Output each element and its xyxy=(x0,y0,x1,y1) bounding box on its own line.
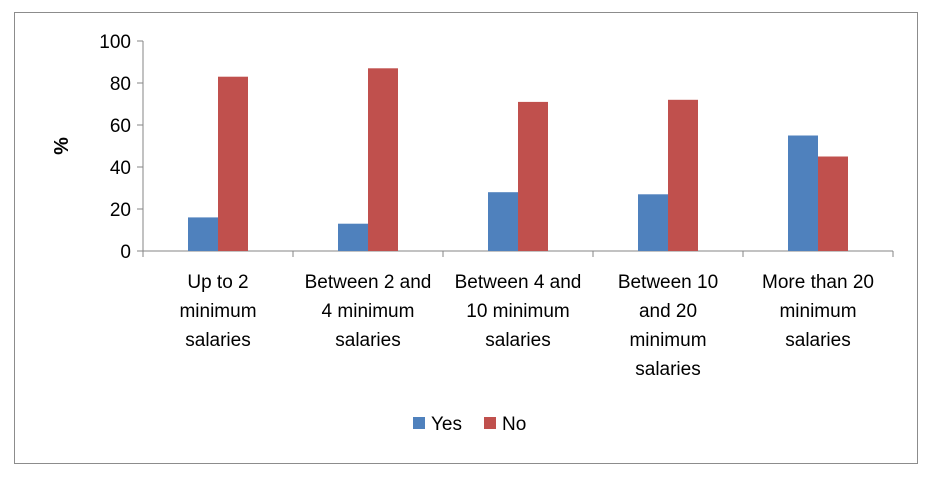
x-category-label: Between 2 and 4 minimum salaries xyxy=(305,272,432,351)
bar-no-4 xyxy=(668,99,698,251)
x-category-label: Between 10 and 20 minimum salaries xyxy=(618,272,718,380)
y-tick-label: 0 xyxy=(120,242,131,263)
legend-swatch-no xyxy=(484,417,496,429)
y-tick-label: 100 xyxy=(99,32,131,53)
y-tick-label: 80 xyxy=(110,74,131,95)
y-axis-label: % xyxy=(51,137,73,155)
bar-yes-2 xyxy=(338,223,368,251)
legend-swatch-yes xyxy=(413,417,425,429)
x-category-label: Up to 2 minimum salaries xyxy=(179,272,256,351)
bar-yes-5 xyxy=(788,135,818,251)
bar-yes-3 xyxy=(488,192,518,251)
bar-no-5 xyxy=(818,156,848,251)
bar-no-3 xyxy=(518,101,548,252)
chart-frame xyxy=(14,12,918,464)
legend-label-yes: Yes xyxy=(431,414,462,435)
x-category-label: Between 4 and 10 minimum salaries xyxy=(455,272,582,351)
y-tick-label: 40 xyxy=(110,158,131,179)
bar-no-2 xyxy=(368,68,398,251)
y-tick-label: 20 xyxy=(110,200,131,221)
legend-label-no: No xyxy=(502,414,526,435)
bar-no-1 xyxy=(218,76,248,251)
bar-yes-1 xyxy=(188,217,218,251)
x-category-label: More than 20 minimum salaries xyxy=(762,272,874,351)
y-tick-label: 60 xyxy=(110,116,131,137)
bar-yes-4 xyxy=(638,194,668,251)
